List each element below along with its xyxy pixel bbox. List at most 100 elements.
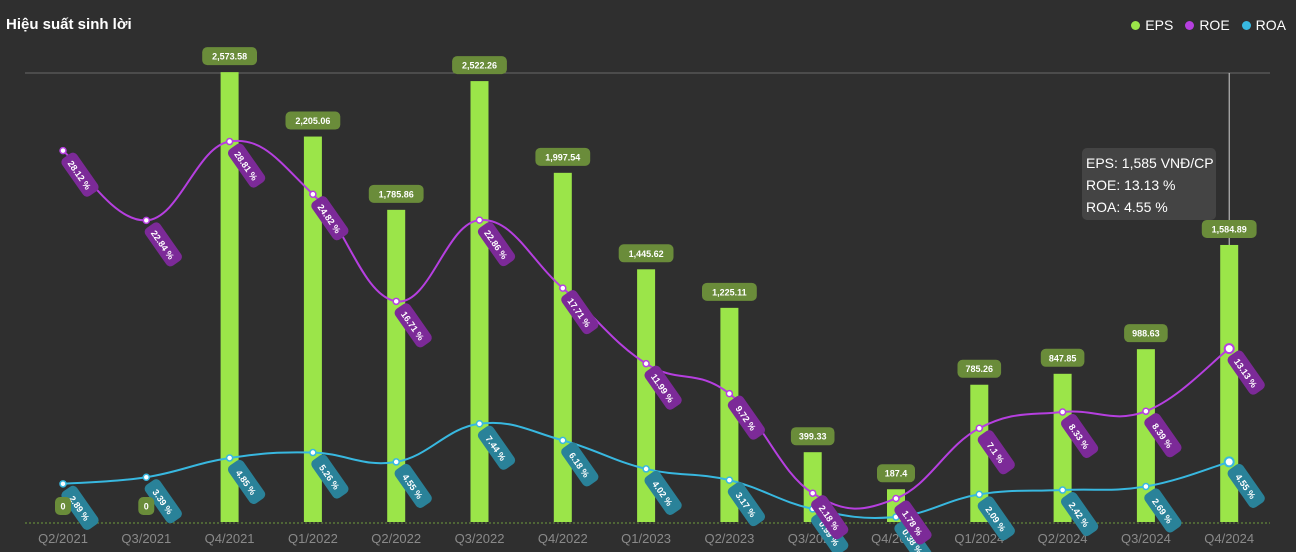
eps-data-label: 2,573.58 bbox=[212, 52, 247, 62]
roe-point bbox=[975, 424, 984, 432]
roa-data-label-bg bbox=[977, 496, 1015, 541]
roa-data-label-bg bbox=[61, 485, 99, 530]
roe-data-label: 7.1 % bbox=[977, 430, 1015, 475]
eps-bar bbox=[637, 269, 656, 522]
eps-data-label: 1,785.86 bbox=[379, 189, 414, 199]
roe-data-label-bg bbox=[644, 365, 682, 410]
x-tick-label: Q4/2022 bbox=[538, 531, 588, 546]
roa-data-label-bg bbox=[727, 482, 766, 527]
roa-data-label-bg bbox=[894, 518, 932, 552]
roe-data-label-bg bbox=[1060, 413, 1099, 459]
roa-point bbox=[59, 480, 67, 488]
roe-point bbox=[892, 494, 900, 503]
roa-point bbox=[1142, 482, 1150, 491]
roe-data-label: 28.12 % bbox=[61, 152, 99, 197]
eps-data-label-bg bbox=[1124, 324, 1168, 343]
eps-data-label-bg bbox=[618, 244, 674, 263]
eps-data-label-bg bbox=[138, 497, 155, 515]
roe-data-label-bg bbox=[1227, 350, 1265, 395]
legend-dot-roa-icon bbox=[1241, 20, 1251, 30]
eps-bar bbox=[720, 307, 739, 522]
eps-data-label-bg bbox=[877, 464, 915, 483]
eps-bar bbox=[1136, 349, 1155, 522]
legend-dot-eps-icon bbox=[1131, 20, 1141, 30]
x-tick-label: Q1/2022 bbox=[288, 531, 338, 546]
tooltip: EPS: 1,585 VNĐ/CP ROE: 13.13 % ROA: 4.55… bbox=[1082, 148, 1216, 220]
roa-point bbox=[559, 436, 567, 445]
eps-data-label-bg bbox=[452, 56, 507, 75]
eps-data-label: 1,584.89 bbox=[1212, 224, 1247, 234]
roa-data-label-bg bbox=[644, 470, 682, 515]
eps-data-label-bg bbox=[790, 427, 835, 446]
eps-data-label: 1,445.62 bbox=[629, 249, 664, 259]
x-tick-label: Q3/2024 bbox=[1121, 531, 1171, 546]
eps-data-label: 1,997.54 bbox=[545, 152, 580, 162]
x-tick-label: Q1/2024 bbox=[954, 531, 1004, 546]
tooltip-roa: ROA: 4.55 % bbox=[1086, 199, 1168, 215]
roe-data-label-bg bbox=[561, 290, 599, 335]
roe-data-label-bg bbox=[811, 495, 849, 540]
roe-point bbox=[1058, 408, 1067, 416]
roe-point bbox=[725, 389, 734, 398]
roe-data-label-bg bbox=[227, 143, 266, 188]
roe-point bbox=[59, 146, 67, 155]
eps-data-label: 785.26 bbox=[966, 364, 994, 374]
roa-point bbox=[392, 458, 400, 466]
roe-point bbox=[1223, 343, 1235, 355]
roe-point bbox=[392, 297, 400, 306]
roa-data-label-bg bbox=[477, 425, 516, 470]
legend-item-eps[interactable]: EPS bbox=[1131, 17, 1173, 33]
x-tick-label: Q2/2021 bbox=[38, 531, 88, 546]
roe-point bbox=[1142, 407, 1150, 415]
eps-data-label: 2,522.26 bbox=[462, 61, 497, 71]
roe-data-label: 22.84 % bbox=[144, 222, 182, 267]
legend-item-roa[interactable]: ROA bbox=[1241, 17, 1286, 33]
roe-data-label-bg bbox=[727, 395, 766, 440]
eps-bar bbox=[1220, 244, 1239, 522]
roe-data-label: 1.78 % bbox=[894, 500, 932, 545]
roe-data-label-bg bbox=[311, 196, 349, 241]
legend-dot-roe-icon bbox=[1185, 20, 1195, 30]
legend: EPS ROE ROA bbox=[1131, 17, 1286, 33]
eps-data-label-bg bbox=[1201, 219, 1257, 238]
roe-data-label-bg bbox=[394, 303, 432, 348]
roe-data-label-bg bbox=[477, 222, 516, 267]
eps-data-label: 847.85 bbox=[1049, 353, 1077, 363]
roe-point bbox=[309, 190, 317, 198]
roe-data-label-bg bbox=[1144, 413, 1182, 458]
roe-data-label-bg bbox=[977, 430, 1015, 475]
roe-point bbox=[808, 489, 817, 497]
eps-data-label-bg bbox=[535, 147, 591, 166]
eps-data-label: 0 bbox=[144, 502, 149, 512]
eps-data-label: 2,205.06 bbox=[295, 116, 330, 126]
legend-label-eps: EPS bbox=[1145, 17, 1174, 33]
eps-bar bbox=[220, 72, 239, 522]
roa-point bbox=[475, 419, 484, 428]
eps-data-label: 1,225.11 bbox=[712, 287, 747, 297]
eps-data-label-bg bbox=[285, 111, 341, 130]
eps-data-label-bg bbox=[957, 359, 1002, 378]
roa-data-label-bg bbox=[811, 510, 849, 552]
eps-data-label: 988.63 bbox=[1132, 329, 1160, 339]
legend-item-roe[interactable]: ROE bbox=[1185, 17, 1230, 33]
legend-label-roe: ROE bbox=[1199, 17, 1230, 33]
eps-data-label-bg bbox=[368, 184, 424, 203]
roe-data-label-bg bbox=[894, 500, 932, 545]
x-tick-label: Q2/2023 bbox=[704, 531, 754, 546]
roa-data-label-bg bbox=[394, 463, 432, 508]
roa-data-label-bg bbox=[561, 442, 599, 487]
eps-bar bbox=[470, 81, 489, 522]
roa-data-label-bg bbox=[1227, 463, 1265, 508]
x-tick-label: Q4/2024 bbox=[1204, 531, 1254, 546]
eps-data-label-bg bbox=[55, 497, 71, 515]
roa-data-label-bg bbox=[1144, 488, 1182, 533]
tooltip-roe: ROE: 13.13 % bbox=[1086, 177, 1176, 193]
x-tick-label: Q2/2022 bbox=[371, 531, 421, 546]
roa-point bbox=[725, 476, 734, 484]
eps-data-label: 187.4 bbox=[885, 469, 908, 479]
eps-data-label: 399.33 bbox=[799, 432, 827, 442]
x-tick-label: Q3/2022 bbox=[455, 531, 505, 546]
eps-bar bbox=[387, 209, 406, 522]
roe-line bbox=[62, 139, 1230, 510]
